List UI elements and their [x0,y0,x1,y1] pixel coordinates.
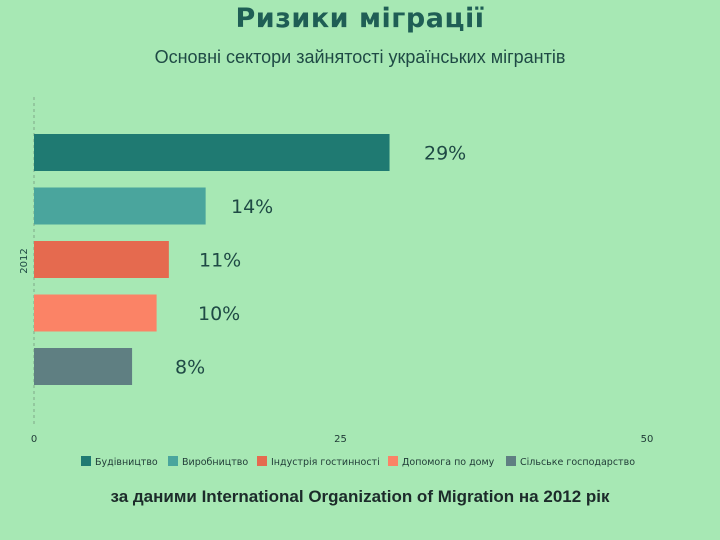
legend-swatch-1 [81,456,91,466]
legend-label-1: Будівництво [95,457,158,468]
bar-5 [34,348,133,385]
data-label-3: 11% [199,250,241,272]
legend-swatch-2 [168,456,178,466]
legend-label-5: Сільське господарство [520,457,635,468]
bar-2 [34,187,206,225]
slide-title: Ризики міграції [235,3,485,34]
data-label-5: 8% [175,357,205,379]
bar-1 [34,134,390,171]
bar-3 [34,241,169,278]
legend-label-2: Виробництво [182,457,248,468]
x-tick-label-2: 25 [334,434,347,445]
bar-chart: 2012 29% 14% 11% 10% 8% 0 25 50 Будівництво Виробн… [19,97,654,468]
x-tick-label-1: 0 [31,434,37,445]
data-label-1: 29% [424,143,466,165]
chart-title: Основні сектори зайнятості українських м… [154,47,566,67]
source-note: за даними International Organization of … [110,487,610,506]
category-label: 2012 [19,248,30,273]
legend-swatch-4 [388,456,398,466]
data-label-2: 14% [231,196,273,218]
legend-label-3: Індустрія гостинності [271,457,380,468]
data-label-4: 10% [198,303,240,325]
x-tick-label-3: 50 [641,434,654,445]
bar-4 [34,294,157,332]
legend-label-4: Допомога по дому [402,457,495,468]
legend-swatch-3 [257,456,267,466]
legend-swatch-5 [506,456,516,466]
